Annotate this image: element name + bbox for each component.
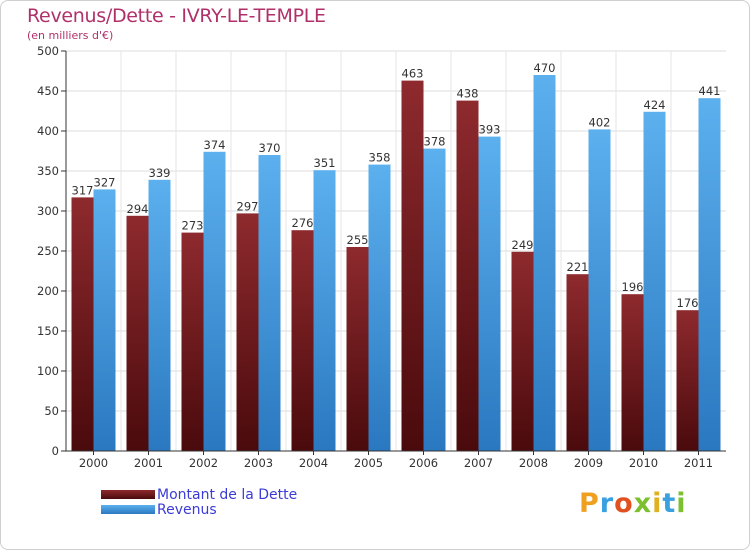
data-label: 176 xyxy=(677,296,699,310)
bar-dette-2009 xyxy=(566,274,589,451)
x-tick-label: 2007 xyxy=(464,456,493,470)
bar-dette-2003 xyxy=(236,213,259,451)
bar-revenus-2011 xyxy=(698,98,721,451)
y-tick-label: 100 xyxy=(37,364,59,378)
y-tick-label: 50 xyxy=(44,404,59,418)
y-tick-label: 0 xyxy=(52,444,59,458)
data-label: 339 xyxy=(149,166,171,180)
y-tick-label: 500 xyxy=(37,44,59,58)
bar-revenus-2003 xyxy=(258,155,281,451)
x-tick-label: 2001 xyxy=(134,456,163,470)
bar-revenus-2002 xyxy=(203,151,226,452)
y-tick-label: 350 xyxy=(37,164,59,178)
data-label: 276 xyxy=(292,216,314,230)
data-label: 294 xyxy=(127,202,149,216)
bar-dette-2005 xyxy=(346,247,369,451)
x-tick-label: 2004 xyxy=(299,456,328,470)
x-tick-label: 2011 xyxy=(684,456,713,470)
legend-swatch-revenus xyxy=(101,505,155,514)
y-tick-label: 400 xyxy=(37,124,59,138)
chart-subtitle: (en milliers d'€) xyxy=(27,29,114,42)
data-label: 196 xyxy=(622,280,644,294)
x-tick-label: 2006 xyxy=(409,456,438,470)
logo-letter: i xyxy=(676,488,687,519)
bar-dette-2000 xyxy=(71,197,94,451)
data-label: 378 xyxy=(424,135,446,149)
bar-revenus-2010 xyxy=(643,111,666,452)
logo-letter: i xyxy=(652,488,663,519)
y-tick-label: 300 xyxy=(37,204,59,218)
x-tick-label: 2002 xyxy=(189,456,218,470)
legend-label-dette: Montant de la Dette xyxy=(157,486,298,503)
bar-dette-2001 xyxy=(126,215,149,451)
legend: Montant de la Dette Revenus xyxy=(101,486,298,518)
bar-revenus-2000 xyxy=(93,189,116,451)
proxiti-logo: Proxiti xyxy=(579,488,687,519)
data-label: 358 xyxy=(369,151,391,165)
x-tick-label: 2009 xyxy=(574,456,603,470)
y-tick-label: 150 xyxy=(37,324,59,338)
data-label: 351 xyxy=(314,156,336,170)
data-label: 470 xyxy=(534,61,556,75)
legend-swatch-dette xyxy=(101,490,155,499)
y-tick-label: 250 xyxy=(37,244,59,258)
data-label: 424 xyxy=(644,98,666,112)
data-label: 249 xyxy=(512,238,534,252)
logo-letter: r xyxy=(599,488,615,519)
data-label: 393 xyxy=(479,123,501,137)
x-tick-label: 2003 xyxy=(244,456,273,470)
logo-letter: t xyxy=(662,488,677,519)
bar-dette-2004 xyxy=(291,230,314,451)
legend-item-revenus: Revenus xyxy=(101,501,297,518)
bar-dette-2011 xyxy=(676,310,699,451)
data-label: 221 xyxy=(567,260,589,274)
data-label: 327 xyxy=(94,175,116,189)
bar-revenus-2004 xyxy=(313,170,336,451)
bar-revenus-2009 xyxy=(588,129,611,451)
data-label: 463 xyxy=(402,67,424,81)
x-tick-label: 2010 xyxy=(629,456,658,470)
bar-revenus-2005 xyxy=(368,164,391,451)
data-label: 317 xyxy=(72,183,94,197)
x-tick-label: 2008 xyxy=(519,456,548,470)
data-label: 255 xyxy=(347,233,369,247)
data-label: 438 xyxy=(457,87,479,101)
y-tick-label: 200 xyxy=(37,284,59,298)
bar-dette-2007 xyxy=(456,100,479,451)
legend-item-dette: Montant de la Dette xyxy=(101,486,298,503)
bar-dette-2010 xyxy=(621,294,644,451)
legend-label-revenus: Revenus xyxy=(157,501,217,518)
x-tick-label: 2005 xyxy=(354,456,383,470)
data-label: 402 xyxy=(589,115,611,129)
bar-revenus-2008 xyxy=(533,75,556,451)
data-label: 374 xyxy=(204,138,226,152)
chart-title: Revenus/Dette - IVRY-LE-TEMPLE xyxy=(27,5,326,27)
bar-revenus-2007 xyxy=(478,136,501,451)
data-label: 273 xyxy=(182,219,204,233)
x-tick-label: 2000 xyxy=(79,456,108,470)
logo-letter: o xyxy=(614,488,634,519)
bar-dette-2002 xyxy=(181,232,204,451)
logo-letter: P xyxy=(579,488,600,519)
bar-dette-2008 xyxy=(511,251,534,451)
bar-revenus-2006 xyxy=(423,148,446,451)
bar-dette-2006 xyxy=(401,80,424,451)
data-label: 297 xyxy=(237,199,259,213)
logo-letter: x xyxy=(633,488,653,519)
bar-revenus-2001 xyxy=(148,179,171,452)
data-label: 441 xyxy=(699,84,721,98)
data-label: 370 xyxy=(259,141,281,155)
y-tick-label: 450 xyxy=(37,84,59,98)
